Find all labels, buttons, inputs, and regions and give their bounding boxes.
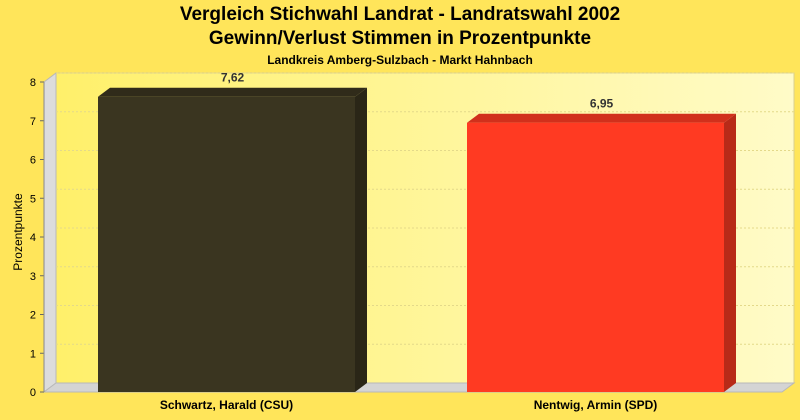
bars: 7,62 6,95 xyxy=(98,71,736,392)
y-axis-ticks: 0 1 2 3 4 5 6 7 8 xyxy=(30,77,45,399)
chart-title-line2: Gewinn/Verlust Stimmen in Prozentpunkte xyxy=(208,28,592,49)
chart-title: Vergleich Stichwahl Landrat - Landratswa… xyxy=(179,4,621,25)
y-tick-label: 4 xyxy=(30,232,36,244)
x-category-label: Nentwig, Armin (SPD) xyxy=(534,398,658,412)
bar-front xyxy=(467,122,724,392)
y-tick-label: 2 xyxy=(30,310,36,322)
bar xyxy=(98,87,367,392)
bar xyxy=(467,113,736,392)
gridlines xyxy=(56,72,794,345)
x-category-label: Schwartz, Harald (CSU) xyxy=(160,398,293,412)
bar-side xyxy=(355,87,367,392)
y-tick-label: 0 xyxy=(30,387,36,399)
y-tick-label: 8 xyxy=(30,77,36,89)
bar-value-label: 7,62 xyxy=(221,71,245,85)
y-tick-label: 7 xyxy=(30,116,36,128)
y-tick-label: 6 xyxy=(30,155,36,167)
x-axis-categories: Schwartz, Harald (CSU) Nentwig, Armin (SP… xyxy=(160,398,657,412)
bar-top xyxy=(467,113,736,123)
bar-top xyxy=(98,87,367,97)
y-tick-label: 3 xyxy=(30,271,36,283)
bar-value-label: 6,95 xyxy=(590,97,614,111)
y-tick-label: 5 xyxy=(30,193,36,205)
plot-side-wall xyxy=(43,72,57,393)
bar-front xyxy=(98,96,355,392)
y-tick-label: 1 xyxy=(30,348,36,360)
chart-subtitle: Landkreis Amberg-Sulzbach - Markt Hahnba… xyxy=(267,53,533,67)
bar-side xyxy=(724,113,736,392)
